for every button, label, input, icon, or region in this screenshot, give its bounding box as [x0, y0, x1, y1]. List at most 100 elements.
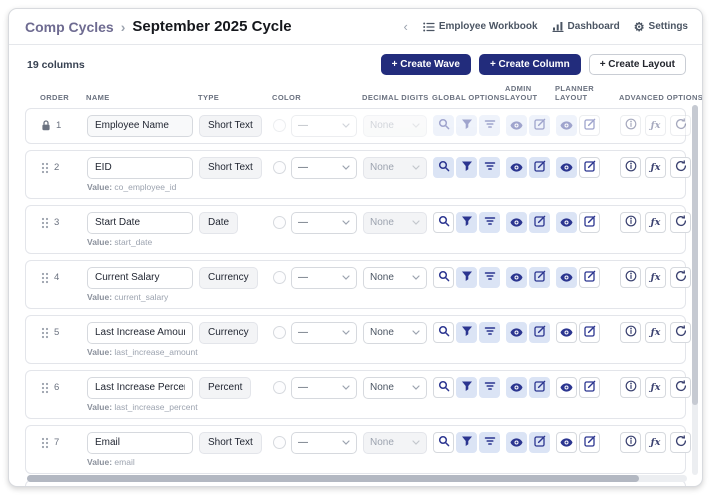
admin-visibility-button[interactable]	[506, 267, 527, 288]
planner-visibility-button[interactable]	[556, 157, 577, 178]
filter-lines-button[interactable]	[479, 157, 500, 178]
column-name-input[interactable]	[87, 432, 193, 454]
planner-edit-button[interactable]	[579, 322, 600, 343]
admin-visibility-button[interactable]	[506, 322, 527, 343]
filter-lines-button[interactable]	[479, 432, 500, 453]
decimal-select[interactable]: None	[363, 322, 427, 344]
filter-lines-button[interactable]	[479, 377, 500, 398]
drag-handle[interactable]	[41, 382, 49, 394]
sync-button[interactable]	[670, 377, 691, 398]
formula-button[interactable]: ƒx	[645, 377, 666, 398]
search-button[interactable]	[433, 322, 454, 343]
sync-button[interactable]	[670, 157, 691, 178]
admin-visibility-button[interactable]	[506, 212, 527, 233]
planner-edit-button[interactable]	[579, 212, 600, 233]
filter-lines-button[interactable]	[479, 267, 500, 288]
nav-dashboard[interactable]: Dashboard	[552, 21, 620, 32]
sync-button[interactable]	[670, 115, 691, 136]
admin-edit-button[interactable]	[529, 432, 550, 453]
planner-visibility-button[interactable]	[556, 322, 577, 343]
color-select[interactable]: —	[291, 115, 357, 137]
formula-button[interactable]: ƒx	[645, 115, 666, 136]
drag-handle[interactable]	[41, 162, 49, 174]
planner-visibility-button[interactable]	[556, 377, 577, 398]
sync-button[interactable]	[670, 267, 691, 288]
filter-lines-button[interactable]	[479, 212, 500, 233]
create-column-button[interactable]: + Create Column	[479, 54, 581, 75]
column-name-input[interactable]	[87, 212, 193, 234]
formula-button[interactable]: ƒx	[645, 212, 666, 233]
filter-button[interactable]	[456, 267, 477, 288]
admin-edit-button[interactable]	[529, 157, 550, 178]
formula-button[interactable]: ƒx	[645, 157, 666, 178]
decimal-select[interactable]: None	[363, 432, 427, 454]
color-select[interactable]: —	[291, 432, 357, 454]
vertical-scrollbar[interactable]	[692, 105, 698, 475]
create-layout-button[interactable]: + Create Layout	[589, 54, 686, 75]
vertical-scrollbar-thumb[interactable]	[692, 105, 698, 405]
color-swatch[interactable]	[273, 271, 286, 284]
color-select[interactable]: —	[291, 212, 357, 234]
color-swatch[interactable]	[273, 119, 286, 132]
info-button[interactable]	[620, 432, 641, 453]
drag-handle[interactable]	[41, 437, 49, 449]
planner-edit-button[interactable]	[579, 267, 600, 288]
column-name-input[interactable]	[87, 322, 193, 344]
color-swatch[interactable]	[273, 381, 286, 394]
filter-button[interactable]	[456, 157, 477, 178]
admin-edit-button[interactable]	[529, 212, 550, 233]
info-button[interactable]	[620, 115, 641, 136]
column-name-input[interactable]	[87, 157, 193, 179]
filter-button[interactable]	[456, 377, 477, 398]
color-select[interactable]: —	[291, 267, 357, 289]
color-select[interactable]: —	[291, 377, 357, 399]
column-name-input[interactable]	[87, 267, 193, 289]
drag-handle[interactable]	[41, 272, 49, 284]
nav-employee-workbook[interactable]: Employee Workbook	[423, 21, 538, 32]
color-swatch[interactable]	[273, 436, 286, 449]
horizontal-scrollbar-thumb[interactable]	[27, 475, 639, 482]
search-button[interactable]	[433, 432, 454, 453]
filter-button[interactable]	[456, 322, 477, 343]
search-button[interactable]	[433, 212, 454, 233]
search-button[interactable]	[433, 267, 454, 288]
info-button[interactable]	[620, 322, 641, 343]
color-swatch[interactable]	[273, 326, 286, 339]
planner-edit-button[interactable]	[579, 157, 600, 178]
planner-visibility-button[interactable]	[556, 115, 577, 136]
admin-visibility-button[interactable]	[506, 432, 527, 453]
filter-button[interactable]	[456, 212, 477, 233]
create-wave-button[interactable]: + Create Wave	[381, 54, 471, 75]
admin-edit-button[interactable]	[529, 115, 550, 136]
column-name-input[interactable]	[87, 377, 193, 399]
planner-visibility-button[interactable]	[556, 212, 577, 233]
sync-button[interactable]	[670, 432, 691, 453]
color-swatch[interactable]	[273, 216, 286, 229]
decimal-select[interactable]: None	[363, 157, 427, 179]
formula-button[interactable]: ƒx	[645, 267, 666, 288]
color-select[interactable]: —	[291, 157, 357, 179]
filter-lines-button[interactable]	[479, 115, 500, 136]
decimal-select[interactable]: None	[363, 267, 427, 289]
breadcrumb-comp-cycles[interactable]: Comp Cycles	[25, 19, 114, 35]
info-button[interactable]	[620, 212, 641, 233]
admin-edit-button[interactable]	[529, 322, 550, 343]
filter-button[interactable]	[456, 115, 477, 136]
admin-visibility-button[interactable]	[506, 377, 527, 398]
formula-button[interactable]: ƒx	[645, 432, 666, 453]
search-button[interactable]	[433, 377, 454, 398]
decimal-select[interactable]: None	[363, 212, 427, 234]
filter-button[interactable]	[456, 432, 477, 453]
collapse-chevron-icon[interactable]: ‹	[402, 20, 408, 33]
column-name-input[interactable]	[87, 115, 193, 137]
admin-visibility-button[interactable]	[506, 157, 527, 178]
drag-handle[interactable]	[41, 217, 49, 229]
search-button[interactable]	[433, 157, 454, 178]
formula-button[interactable]: ƒx	[645, 322, 666, 343]
admin-edit-button[interactable]	[529, 377, 550, 398]
search-button[interactable]	[433, 115, 454, 136]
admin-visibility-button[interactable]	[506, 115, 527, 136]
color-swatch[interactable]	[273, 161, 286, 174]
decimal-select[interactable]: None	[363, 115, 427, 137]
planner-edit-button[interactable]	[579, 377, 600, 398]
